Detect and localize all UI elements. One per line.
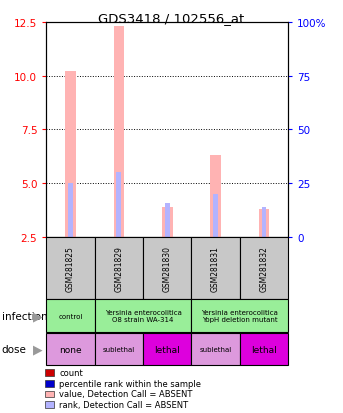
Text: sublethal: sublethal <box>199 347 232 352</box>
Bar <box>114 27 124 237</box>
Text: infection: infection <box>2 311 47 321</box>
Text: value, Detection Call = ABSENT: value, Detection Call = ABSENT <box>59 389 193 399</box>
Text: lethal: lethal <box>154 345 180 354</box>
Text: dose: dose <box>2 344 27 354</box>
Text: Yersinia enterocolitica
YopH deletion mutant: Yersinia enterocolitica YopH deletion mu… <box>201 309 278 323</box>
Text: lethal: lethal <box>251 345 277 354</box>
Bar <box>213 195 218 237</box>
Bar <box>95 333 143 366</box>
Bar <box>162 207 173 237</box>
Text: ▶: ▶ <box>33 343 43 356</box>
Text: GSM281832: GSM281832 <box>259 246 269 291</box>
Bar <box>46 237 95 299</box>
Text: ▶: ▶ <box>33 309 43 323</box>
Text: none: none <box>59 345 82 354</box>
Text: sublethal: sublethal <box>103 347 135 352</box>
Bar <box>165 203 170 237</box>
Text: rank, Detection Call = ABSENT: rank, Detection Call = ABSENT <box>59 400 188 409</box>
Bar <box>191 237 240 299</box>
Bar <box>261 207 267 237</box>
Text: count: count <box>59 368 83 377</box>
Bar <box>46 299 95 332</box>
Text: control: control <box>58 313 83 319</box>
Bar <box>240 237 288 299</box>
Text: Yersinia enterocolitica
O8 strain WA-314: Yersinia enterocolitica O8 strain WA-314 <box>105 309 181 323</box>
Bar <box>68 184 73 237</box>
Bar <box>191 333 240 366</box>
Text: GSM281831: GSM281831 <box>211 246 220 291</box>
Bar <box>191 299 288 332</box>
Bar <box>65 72 76 237</box>
Bar <box>210 156 221 237</box>
Text: GSM281829: GSM281829 <box>114 246 123 291</box>
Bar <box>143 333 191 366</box>
Text: GSM281825: GSM281825 <box>66 246 75 291</box>
Bar <box>240 333 288 366</box>
Text: percentile rank within the sample: percentile rank within the sample <box>59 379 201 388</box>
Bar <box>116 173 121 237</box>
Bar <box>95 299 191 332</box>
Bar <box>259 209 269 237</box>
Bar <box>46 333 95 366</box>
Text: GSM281830: GSM281830 <box>163 245 172 292</box>
Text: GDS3418 / 102556_at: GDS3418 / 102556_at <box>98 12 245 24</box>
Bar <box>143 237 191 299</box>
Bar <box>95 237 143 299</box>
